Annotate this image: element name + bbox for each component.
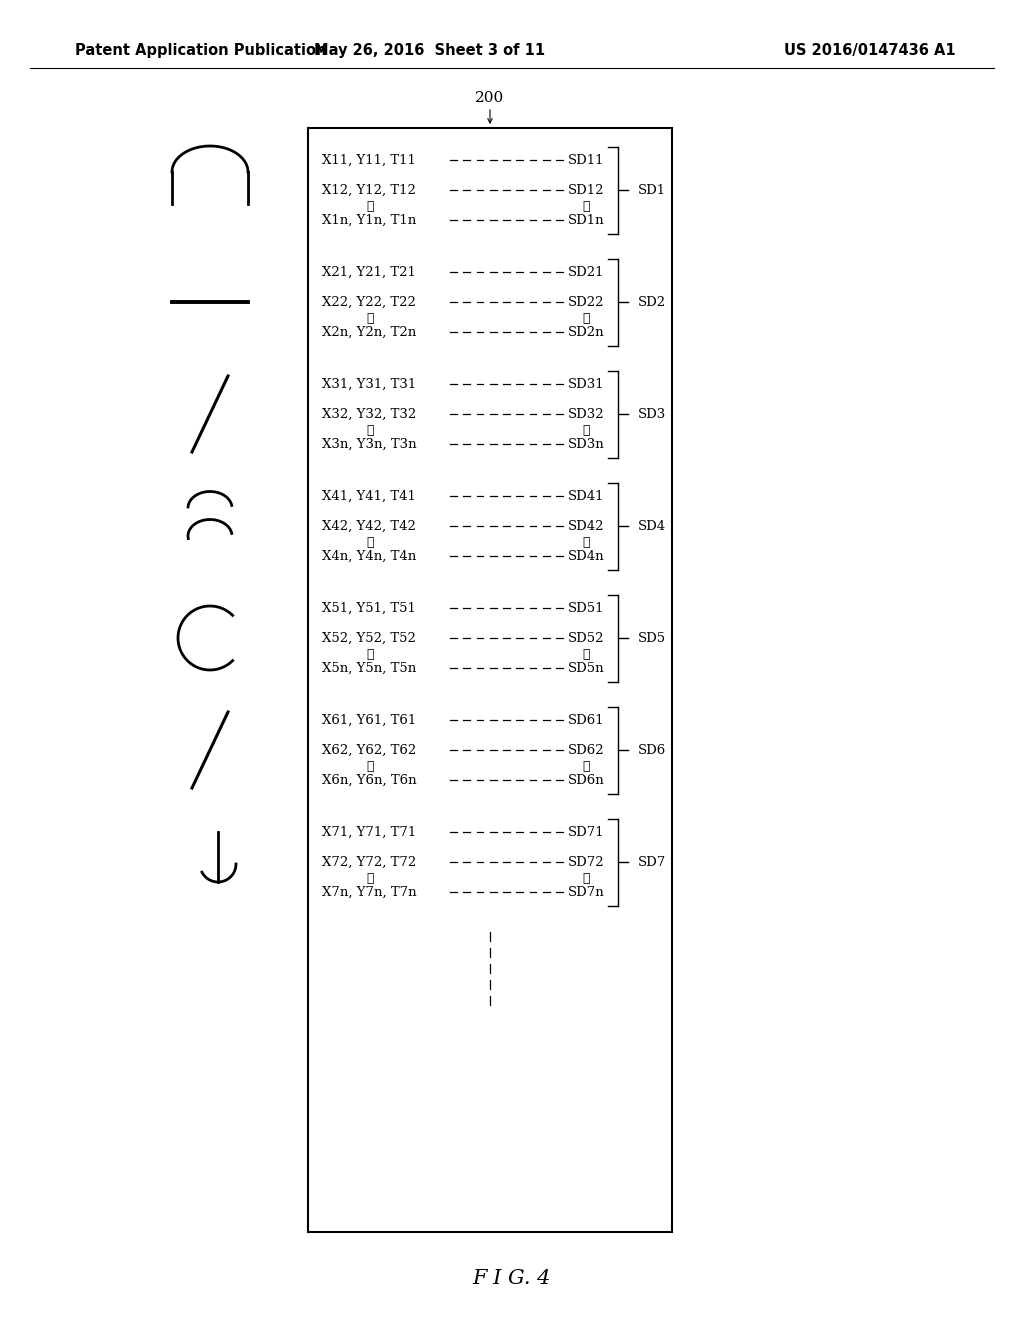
Text: X42, Y42, T42: X42, Y42, T42 xyxy=(322,520,416,532)
Text: SD51: SD51 xyxy=(568,602,604,615)
Text: SD62: SD62 xyxy=(568,743,604,756)
Text: X41, Y41, T41: X41, Y41, T41 xyxy=(322,490,416,503)
Text: SD1: SD1 xyxy=(638,183,667,197)
Text: SD6: SD6 xyxy=(638,743,667,756)
Text: SD32: SD32 xyxy=(568,408,604,421)
Text: SD2n: SD2n xyxy=(568,326,604,338)
Text: US 2016/0147436 A1: US 2016/0147436 A1 xyxy=(784,42,955,58)
Text: X7n, Y7n, T7n: X7n, Y7n, T7n xyxy=(322,886,417,899)
Text: ⋮: ⋮ xyxy=(583,201,590,213)
Text: SD12: SD12 xyxy=(568,183,604,197)
Text: May 26, 2016  Sheet 3 of 11: May 26, 2016 Sheet 3 of 11 xyxy=(314,42,546,58)
Text: ⋮: ⋮ xyxy=(367,648,374,661)
Text: SD11: SD11 xyxy=(568,153,604,166)
Text: X61, Y61, T61: X61, Y61, T61 xyxy=(322,714,416,726)
Bar xyxy=(308,128,672,1232)
Text: 200: 200 xyxy=(475,91,505,106)
Text: ⋮: ⋮ xyxy=(583,312,590,325)
Text: X72, Y72, T72: X72, Y72, T72 xyxy=(322,855,416,869)
Text: SD5n: SD5n xyxy=(568,661,604,675)
Text: SD72: SD72 xyxy=(568,855,604,869)
Text: X31, Y31, T31: X31, Y31, T31 xyxy=(322,378,416,391)
Text: SD21: SD21 xyxy=(568,265,604,279)
Text: SD41: SD41 xyxy=(568,490,604,503)
Text: SD22: SD22 xyxy=(568,296,604,309)
Text: X22, Y22, T22: X22, Y22, T22 xyxy=(322,296,416,309)
Text: ⋮: ⋮ xyxy=(583,424,590,437)
Text: SD3n: SD3n xyxy=(568,437,605,450)
Text: ⋮: ⋮ xyxy=(583,648,590,661)
Text: X71, Y71, T71: X71, Y71, T71 xyxy=(322,825,416,838)
Text: SD4n: SD4n xyxy=(568,549,604,562)
Text: X2n, Y2n, T2n: X2n, Y2n, T2n xyxy=(322,326,416,338)
Text: SD71: SD71 xyxy=(568,825,604,838)
Text: SD1n: SD1n xyxy=(568,214,604,227)
Text: SD52: SD52 xyxy=(568,631,604,644)
Text: X12, Y12, T12: X12, Y12, T12 xyxy=(322,183,416,197)
Text: ⋮: ⋮ xyxy=(583,873,590,884)
Text: SD31: SD31 xyxy=(568,378,604,391)
Text: ⋮: ⋮ xyxy=(367,873,374,884)
Text: ⋮: ⋮ xyxy=(367,424,374,437)
Text: SD4: SD4 xyxy=(638,520,667,532)
Text: ⋮: ⋮ xyxy=(367,760,374,774)
Text: X1n, Y1n, T1n: X1n, Y1n, T1n xyxy=(322,214,416,227)
Text: X62, Y62, T62: X62, Y62, T62 xyxy=(322,743,416,756)
Text: X6n, Y6n, T6n: X6n, Y6n, T6n xyxy=(322,774,417,787)
Text: SD5: SD5 xyxy=(638,631,667,644)
Text: SD6n: SD6n xyxy=(568,774,605,787)
Text: ⋮: ⋮ xyxy=(367,312,374,325)
Text: X21, Y21, T21: X21, Y21, T21 xyxy=(322,265,416,279)
Text: X32, Y32, T32: X32, Y32, T32 xyxy=(322,408,416,421)
Text: ⋮: ⋮ xyxy=(367,536,374,549)
Text: SD7: SD7 xyxy=(638,855,667,869)
Text: SD2: SD2 xyxy=(638,296,667,309)
Text: X11, Y11, T11: X11, Y11, T11 xyxy=(322,153,416,166)
Text: SD7n: SD7n xyxy=(568,886,605,899)
Text: X52, Y52, T52: X52, Y52, T52 xyxy=(322,631,416,644)
Text: X4n, Y4n, T4n: X4n, Y4n, T4n xyxy=(322,549,416,562)
Text: X51, Y51, T51: X51, Y51, T51 xyxy=(322,602,416,615)
Text: ⋮: ⋮ xyxy=(583,536,590,549)
Text: SD42: SD42 xyxy=(568,520,604,532)
Text: ⋮: ⋮ xyxy=(583,760,590,774)
Text: Patent Application Publication: Patent Application Publication xyxy=(75,42,327,58)
Text: F I G. 4: F I G. 4 xyxy=(473,1269,551,1287)
Text: SD3: SD3 xyxy=(638,408,667,421)
Text: SD61: SD61 xyxy=(568,714,604,726)
Text: ⋮: ⋮ xyxy=(367,201,374,213)
Text: X5n, Y5n, T5n: X5n, Y5n, T5n xyxy=(322,661,416,675)
Text: X3n, Y3n, T3n: X3n, Y3n, T3n xyxy=(322,437,417,450)
